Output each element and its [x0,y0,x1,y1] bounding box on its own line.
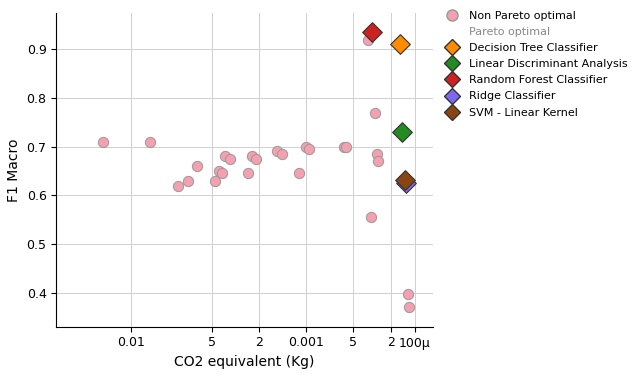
Point [400,177,410,183]
X-axis label: CO2 equivalent (Kg): CO2 equivalent (Kg) [174,355,315,369]
Point [183,178,193,184]
Point [301,144,311,150]
Point [172,183,182,189]
Point [404,304,415,310]
Point [225,156,235,162]
Point [214,168,224,174]
Point [304,146,314,152]
Point [272,149,282,155]
Point [401,180,412,186]
Point [395,41,405,47]
Y-axis label: F1 Macro: F1 Macro [7,138,21,202]
Point [250,156,260,162]
Legend: Non Pareto optimal, Pareto optimal, Decision Tree Classifier, Linear Discriminan: Non Pareto optimal, Pareto optimal, Deci… [436,6,632,122]
Point [367,29,377,35]
Point [340,144,351,150]
Point [220,153,230,159]
Point [363,36,373,42]
Point [369,109,380,115]
Point [373,158,383,164]
Point [217,170,227,176]
Point [145,139,156,145]
Point [396,129,406,135]
Point [365,214,376,220]
Point [294,170,304,176]
Point [243,170,253,176]
Point [98,139,108,145]
Point [339,144,349,150]
Point [403,291,413,297]
Point [276,151,287,157]
Point [247,153,257,159]
Point [210,178,220,184]
Point [372,151,382,157]
Point [192,163,202,169]
